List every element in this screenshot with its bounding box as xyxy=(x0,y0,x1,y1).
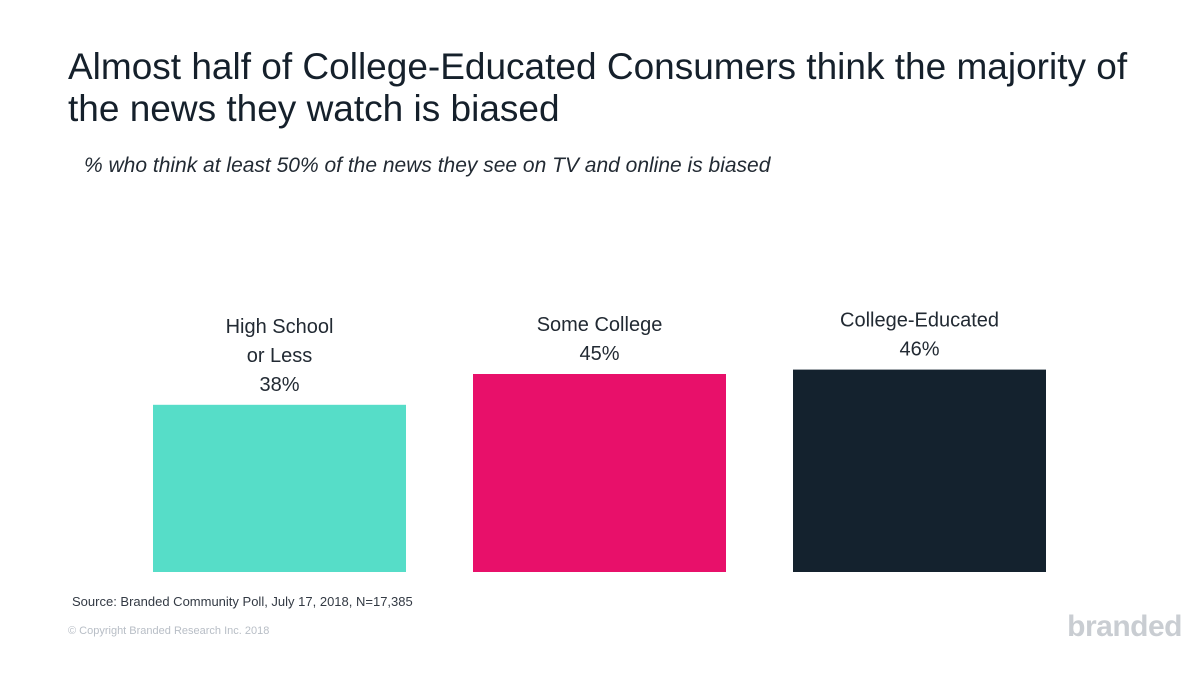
source-note: Source: Branded Community Poll, July 17,… xyxy=(72,594,413,609)
bar-1 xyxy=(153,404,406,572)
chart-subtitle: % who think at least 50% of the news the… xyxy=(84,154,771,177)
category-label-1-line-1: High School xyxy=(226,316,334,338)
bar-value-label-1: 38% xyxy=(259,374,299,396)
category-label-1-line-2: or Less xyxy=(247,345,313,367)
bar-value-label-2: 45% xyxy=(579,343,619,365)
category-label-3-line-1: College-Educated xyxy=(840,310,999,332)
chart-title: Almost half of College-Educated Consumer… xyxy=(68,46,1128,129)
bar-value-label-3: 46% xyxy=(899,339,939,361)
bar-2 xyxy=(473,374,726,572)
category-label-2-line-1: Some College xyxy=(537,314,663,336)
bar-3 xyxy=(793,369,1046,572)
branded-logo: branded xyxy=(1067,610,1182,643)
copyright-note: © Copyright Branded Research Inc. 2018 xyxy=(68,625,270,637)
